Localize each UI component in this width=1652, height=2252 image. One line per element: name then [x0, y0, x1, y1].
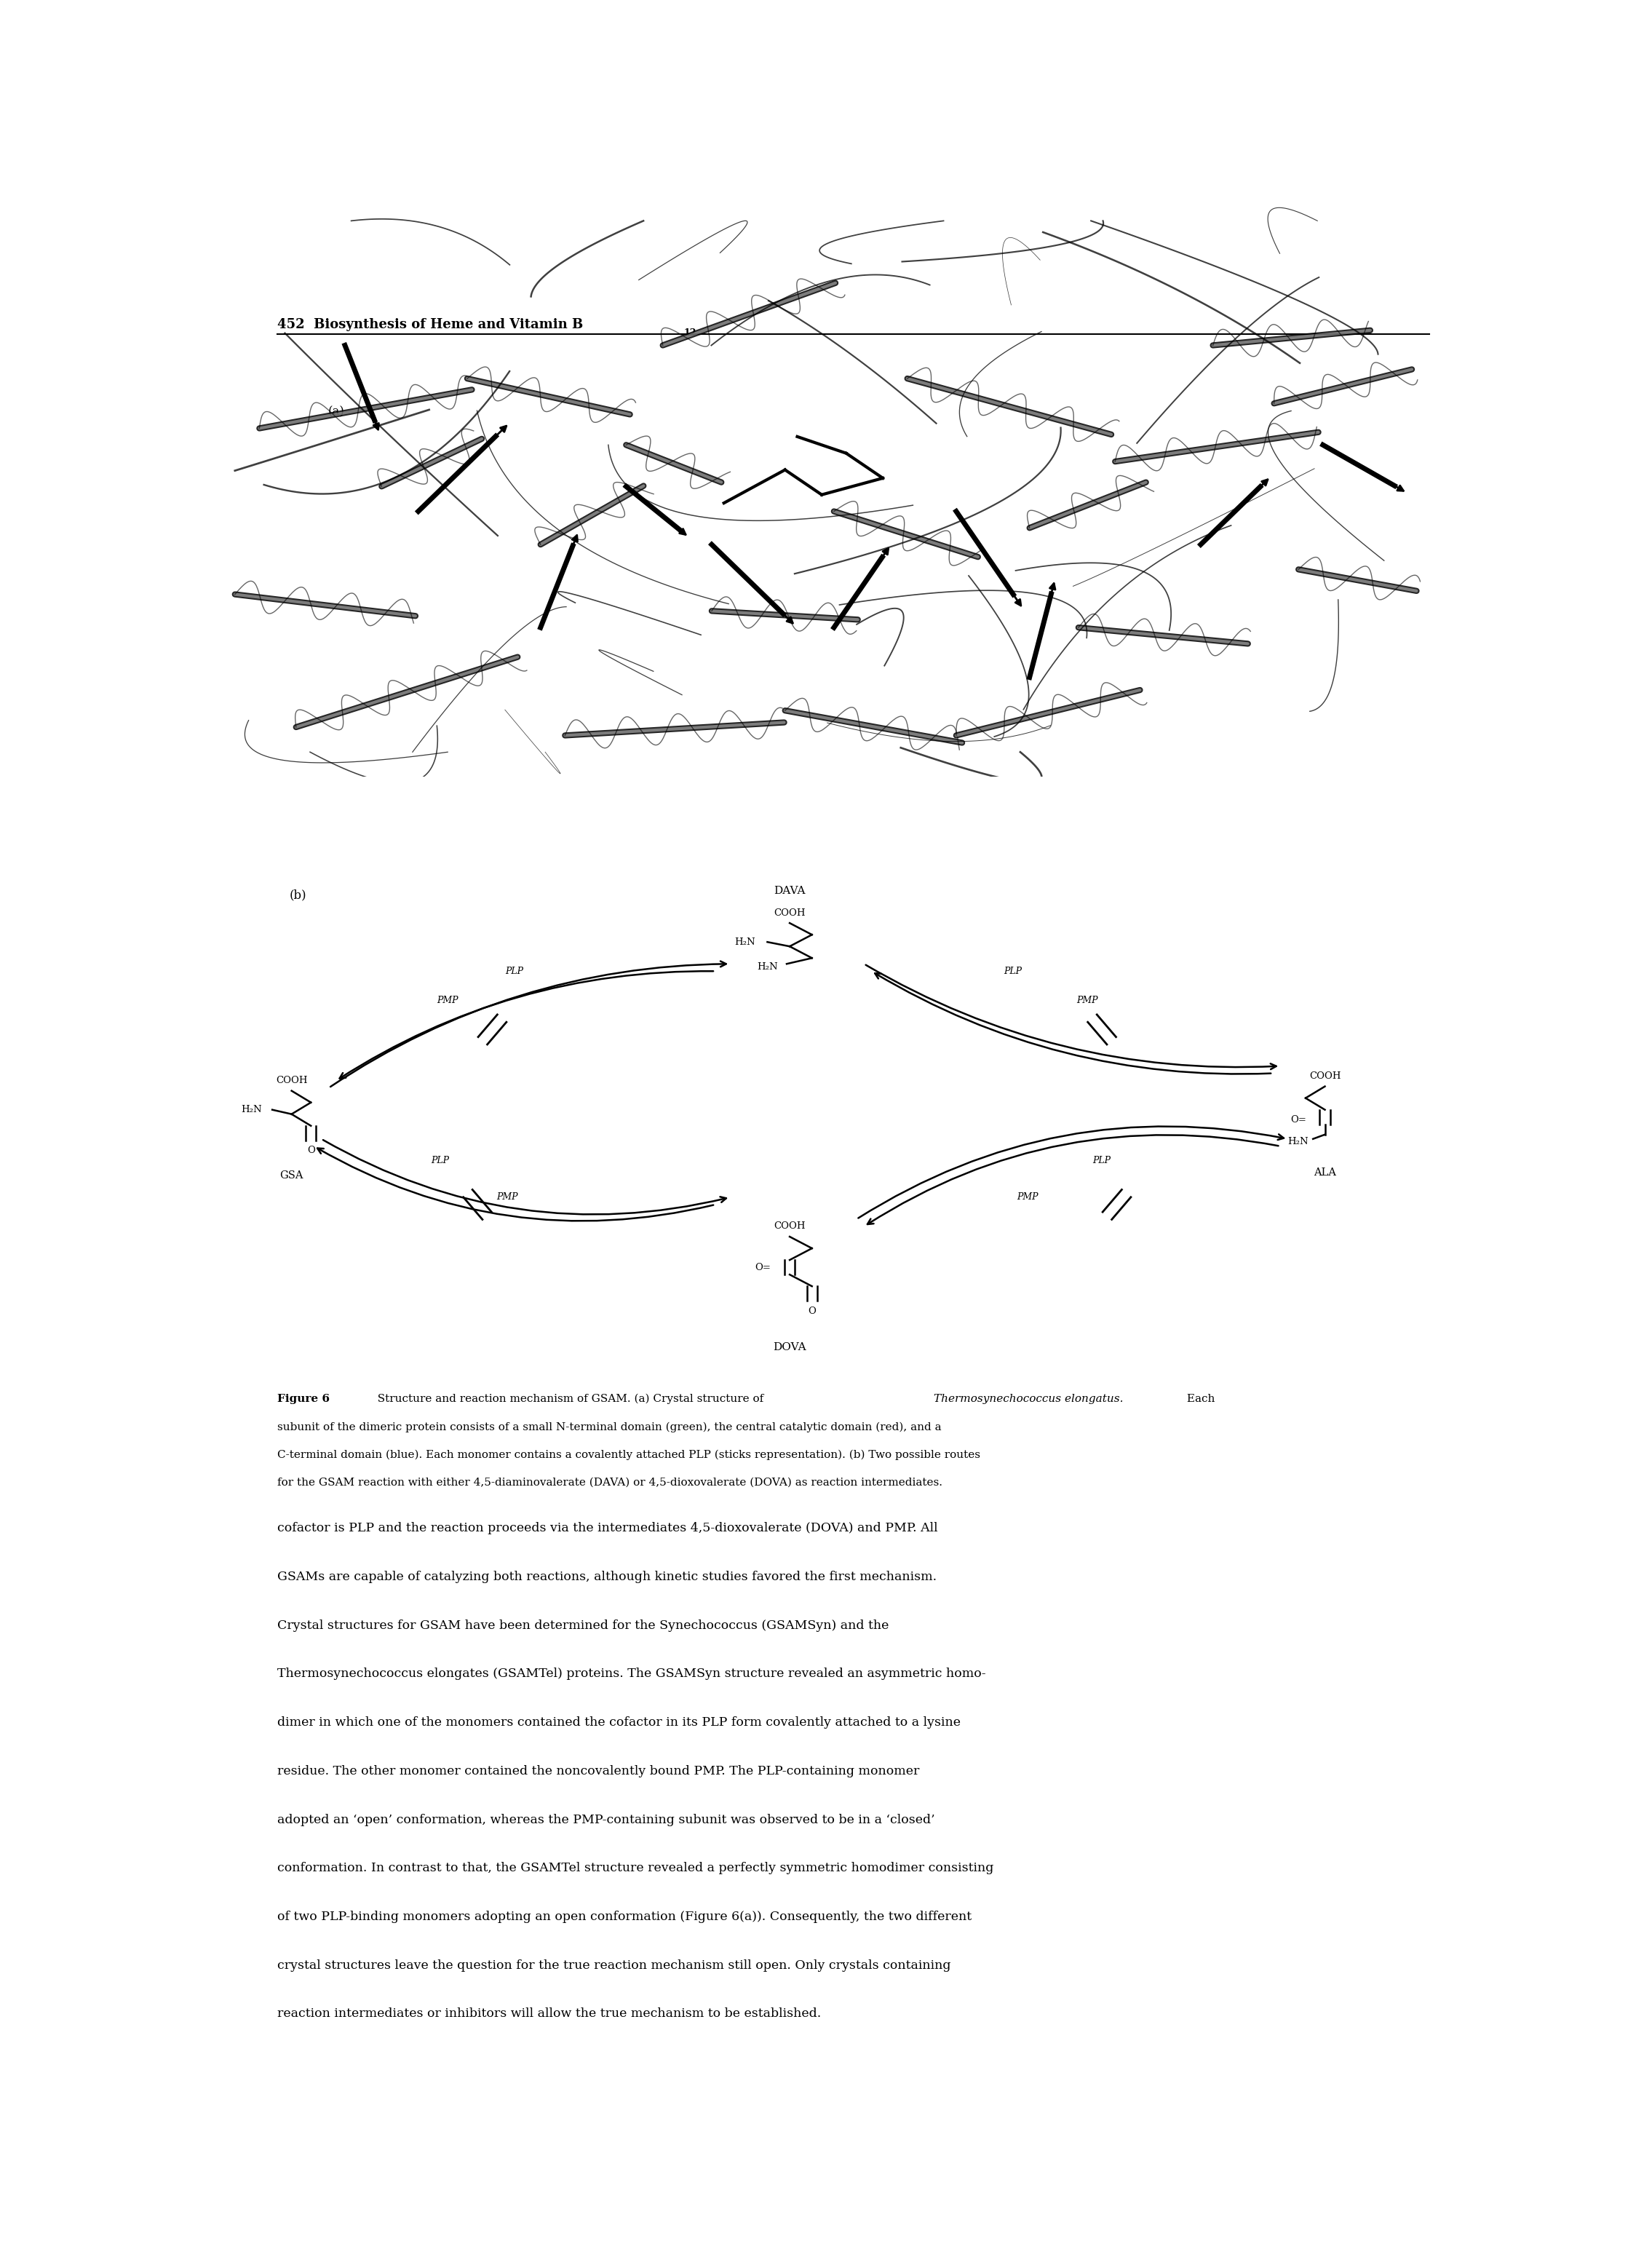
Text: COOH: COOH — [773, 908, 806, 917]
Text: PLP: PLP — [431, 1155, 449, 1167]
Text: PLP: PLP — [1003, 966, 1023, 975]
Text: H₂N: H₂N — [735, 937, 755, 946]
Text: COOH: COOH — [276, 1076, 307, 1085]
Text: O=: O= — [755, 1263, 771, 1272]
Text: of two PLP-binding monomers adopting an open conformation (Figure 6(a)). Consequ: of two PLP-binding monomers adopting an … — [278, 1910, 971, 1923]
Text: crystal structures leave the question for the true reaction mechanism still open: crystal structures leave the question fo… — [278, 1959, 950, 1970]
Text: 452  Biosynthesis of Heme and Vitamin B: 452 Biosynthesis of Heme and Vitamin B — [278, 318, 583, 331]
Text: PMP: PMP — [497, 1194, 517, 1203]
Text: for the GSAM reaction with either 4,5-diaminovalerate (DAVA) or 4,5-dioxovalerat: for the GSAM reaction with either 4,5-di… — [278, 1477, 942, 1486]
Text: Figure 6: Figure 6 — [278, 1394, 329, 1403]
Text: Each: Each — [1183, 1394, 1214, 1403]
Text: H₂N: H₂N — [241, 1106, 263, 1115]
Text: H₂N: H₂N — [1287, 1137, 1308, 1146]
Text: conformation. In contrast to that, the GSAMTel structure revealed a perfectly sy: conformation. In contrast to that, the G… — [278, 1862, 993, 1874]
Text: Thermosynechococcus elongates (GSAMTel) proteins. The GSAMSyn structure revealed: Thermosynechococcus elongates (GSAMTel) … — [278, 1669, 986, 1680]
Text: O: O — [808, 1306, 816, 1315]
Text: reaction intermediates or inhibitors will allow the true mechanism to be establi: reaction intermediates or inhibitors wil… — [278, 2009, 821, 2020]
Text: ALA: ALA — [1313, 1167, 1336, 1178]
Text: Structure and reaction mechanism of GSAM. (a) Crystal structure of: Structure and reaction mechanism of GSAM… — [370, 1394, 767, 1405]
Text: subunit of the dimeric protein consists of a small N-terminal domain (green), th: subunit of the dimeric protein consists … — [278, 1421, 942, 1432]
Text: COOH: COOH — [1308, 1072, 1341, 1081]
Text: PMP: PMP — [1077, 995, 1097, 1004]
Text: PMP: PMP — [438, 995, 458, 1004]
Text: DAVA: DAVA — [773, 885, 806, 896]
Text: residue. The other monomer contained the noncovalently bound PMP. The PLP-contai: residue. The other monomer contained the… — [278, 1766, 919, 1777]
Text: Crystal structures for GSAM have been determined for the Synechococcus (GSAMSyn): Crystal structures for GSAM have been de… — [278, 1619, 889, 1633]
Text: PMP: PMP — [1018, 1194, 1037, 1203]
Text: adopted an ‘open’ conformation, whereas the PMP-containing subunit was observed : adopted an ‘open’ conformation, whereas … — [278, 1813, 935, 1826]
Text: Thermosynechococcus elongatus.: Thermosynechococcus elongatus. — [933, 1394, 1123, 1403]
Text: H₂N: H₂N — [757, 962, 778, 971]
Text: 12: 12 — [684, 329, 697, 338]
Text: PLP: PLP — [1092, 1155, 1112, 1167]
Text: C-terminal domain (blue). Each monomer contains a covalently attached PLP (stick: C-terminal domain (blue). Each monomer c… — [278, 1450, 980, 1459]
Text: O=: O= — [1290, 1115, 1307, 1124]
Text: GSAMs are capable of catalyzing both reactions, although kinetic studies favored: GSAMs are capable of catalyzing both rea… — [278, 1572, 937, 1583]
Text: PLP: PLP — [506, 966, 524, 975]
Text: dimer in which one of the monomers contained the cofactor in its PLP form covale: dimer in which one of the monomers conta… — [278, 1716, 960, 1730]
Text: GSA: GSA — [279, 1171, 304, 1180]
Text: (a): (a) — [329, 405, 345, 419]
Text: O: O — [307, 1146, 316, 1155]
Text: COOH: COOH — [773, 1223, 806, 1232]
Text: DOVA: DOVA — [773, 1342, 806, 1353]
Text: (b): (b) — [289, 890, 307, 901]
Text: cofactor is PLP and the reaction proceeds via the intermediates 4,5-dioxovalerat: cofactor is PLP and the reaction proceed… — [278, 1522, 937, 1534]
